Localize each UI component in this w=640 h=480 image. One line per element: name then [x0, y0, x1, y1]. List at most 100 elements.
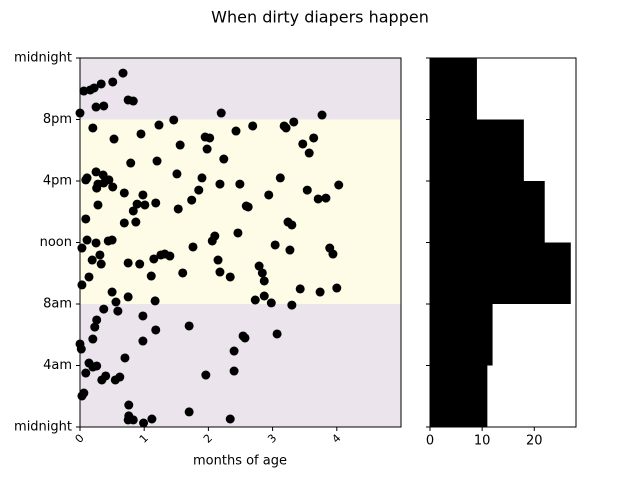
point [81, 368, 91, 378]
point [88, 334, 98, 344]
point [257, 268, 267, 278]
point [81, 175, 91, 185]
point [90, 322, 100, 332]
point [285, 245, 295, 255]
point [241, 201, 251, 211]
point [231, 126, 241, 136]
bar [430, 304, 493, 366]
point [99, 178, 109, 188]
point [225, 414, 235, 424]
bar [430, 58, 477, 120]
point [95, 250, 105, 260]
point [140, 200, 150, 210]
point [120, 353, 130, 363]
point [93, 200, 103, 210]
point [152, 156, 162, 166]
point [96, 79, 106, 89]
point [254, 261, 264, 271]
point [275, 173, 285, 183]
point [201, 370, 211, 380]
point [77, 243, 87, 253]
point [87, 255, 97, 265]
point [194, 185, 204, 195]
point [146, 271, 156, 281]
point [302, 185, 312, 195]
point [82, 235, 92, 245]
point [77, 391, 87, 401]
bar [430, 365, 488, 427]
point [225, 272, 235, 282]
point [118, 68, 128, 78]
point [128, 415, 138, 425]
y-tick-label: 8am [43, 297, 72, 312]
bar [430, 181, 545, 243]
point [92, 183, 102, 193]
point [126, 158, 136, 168]
point [287, 300, 297, 310]
point [89, 83, 99, 93]
point [88, 123, 98, 133]
point [216, 108, 226, 118]
point [84, 272, 94, 282]
point [229, 366, 239, 376]
point [88, 362, 98, 372]
point [156, 250, 166, 260]
point [111, 297, 121, 307]
bar [430, 119, 524, 181]
point [264, 190, 274, 200]
x-axis-label: months of age [193, 454, 287, 469]
point [139, 418, 149, 428]
point [298, 139, 308, 149]
point [123, 258, 133, 268]
point [187, 195, 197, 205]
point [315, 287, 325, 297]
y-tick-label: midnight [14, 51, 72, 66]
y-tick-label: 8pm [43, 112, 72, 127]
point [233, 228, 243, 238]
point [259, 276, 269, 286]
point [108, 182, 118, 192]
point [205, 133, 215, 143]
x-tick-label: 20 [526, 434, 543, 449]
point [128, 96, 138, 106]
point [81, 214, 91, 224]
bar [430, 242, 571, 304]
point [154, 120, 164, 130]
point [210, 231, 220, 241]
chart-title: When dirty diapers happen [211, 8, 429, 27]
point [235, 179, 245, 189]
point [115, 372, 125, 382]
band [80, 58, 401, 120]
point [259, 291, 269, 301]
point [107, 235, 117, 245]
point [313, 194, 323, 204]
point [334, 180, 344, 190]
point [332, 283, 342, 293]
point [184, 321, 194, 331]
point [165, 251, 175, 261]
band [80, 119, 401, 304]
point [138, 336, 148, 346]
point [219, 154, 229, 164]
point [250, 295, 260, 305]
point [202, 144, 212, 154]
point [92, 315, 102, 325]
y-tick-label: 4am [43, 358, 72, 373]
point [138, 190, 148, 200]
band [80, 304, 401, 427]
point [97, 375, 107, 385]
point [172, 169, 182, 179]
point [173, 204, 183, 214]
point [107, 287, 117, 297]
point [109, 134, 119, 144]
point [132, 199, 142, 209]
point [150, 296, 160, 306]
point [295, 284, 305, 294]
point [135, 259, 145, 269]
point [99, 304, 109, 314]
point [215, 179, 225, 189]
point [113, 306, 123, 316]
point [289, 117, 299, 127]
point [215, 267, 225, 277]
